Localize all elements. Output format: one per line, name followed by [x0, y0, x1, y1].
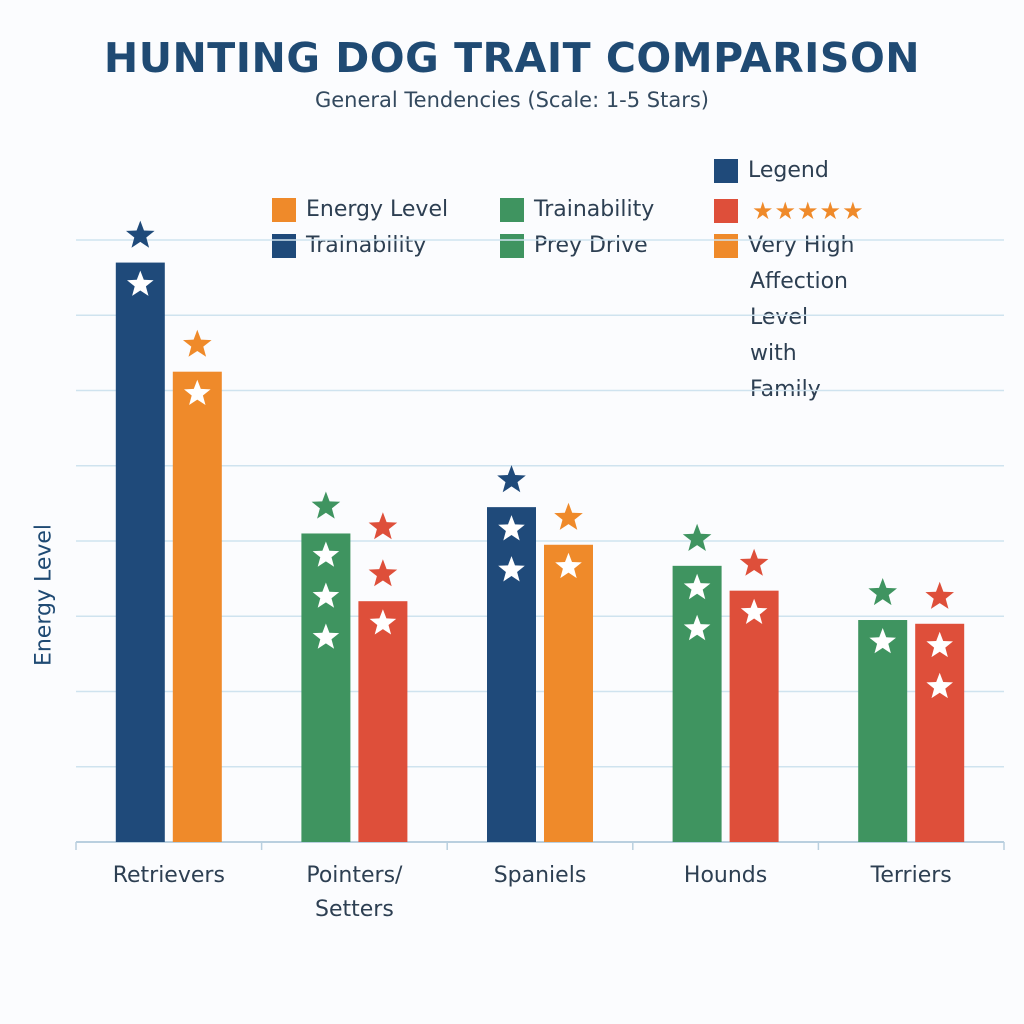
bar — [115, 262, 165, 842]
star-icon — [126, 220, 155, 248]
legend-item-prey-drive: Prey Drive — [500, 233, 648, 258]
legend-label: Trainability — [534, 197, 655, 222]
star-icon — [555, 552, 582, 579]
bar — [301, 533, 351, 842]
legend-label: Legend — [748, 158, 829, 183]
legend-item-trainability-green: Trainability — [500, 197, 654, 222]
star-icon — [739, 548, 769, 576]
legend-affection-text: Affection Level with Family — [750, 264, 848, 408]
star-icon — [740, 598, 768, 624]
chart-subtitle: General Tendencies (Scale: 1-5 Stars) — [314, 88, 710, 112]
legend-label: Prey Drive — [534, 233, 648, 258]
star-icon — [869, 628, 896, 654]
star-icon — [127, 270, 154, 296]
bar — [729, 590, 779, 842]
star-icon — [554, 502, 583, 530]
star-icon — [868, 578, 897, 606]
legend-swatch — [500, 197, 524, 222]
star-icon — [683, 573, 711, 600]
bar — [544, 544, 593, 842]
star-icon — [368, 559, 398, 587]
legend-item-stars: ★★★★★ — [714, 197, 865, 225]
legend-swatch — [714, 233, 738, 258]
bar — [915, 623, 965, 842]
legend-swatch — [272, 233, 296, 258]
star-icon — [312, 623, 340, 649]
legend-item-energy-level: Energy Level — [272, 197, 448, 222]
star-icon — [683, 614, 711, 641]
x-tick-label: Terriers — [870, 863, 952, 888]
x-tick-label: Spaniels — [494, 863, 587, 888]
star-icon — [682, 523, 712, 551]
legend-item-legend: Legend — [714, 158, 829, 183]
star-icon — [498, 515, 525, 541]
star-rating-icon: ★★★★★ — [752, 197, 865, 225]
legend-item-trainability-blue: Trainability — [272, 233, 426, 258]
bar — [858, 620, 908, 842]
legend-swatch — [714, 199, 738, 223]
star-icon — [369, 609, 397, 635]
legend-label: Very High — [748, 233, 855, 258]
bar — [358, 601, 408, 842]
bar — [672, 565, 722, 842]
star-icon — [925, 581, 954, 609]
chart-title: HUNTING DOG TRAIT COMPARISON — [103, 34, 921, 82]
star-icon — [926, 631, 953, 658]
x-tick-label: Retrievers — [113, 863, 225, 888]
star-icon — [184, 379, 211, 405]
bar — [172, 371, 222, 842]
x-tick-label: Hounds — [684, 863, 767, 888]
legend-affection-line: Affection Level — [750, 269, 848, 330]
legend-affection-line: with Family — [750, 341, 821, 402]
star-icon — [926, 672, 953, 699]
x-tick-label: Setters — [315, 897, 394, 922]
star-icon — [183, 329, 212, 357]
legend-label: Energy Level — [306, 197, 449, 222]
x-tick-label: Pointers/ — [306, 863, 403, 888]
legend-swatch — [500, 233, 524, 258]
star-icon — [312, 582, 340, 608]
legend-label: Trainability — [306, 233, 427, 258]
star-icon — [311, 491, 341, 519]
legend-item-very-high: Very High — [714, 233, 855, 258]
star-icon — [498, 556, 525, 582]
star-icon — [497, 465, 526, 493]
star-icon — [368, 512, 398, 540]
legend-swatch — [714, 158, 738, 183]
legend-swatch — [272, 197, 296, 222]
star-icon — [312, 541, 340, 567]
